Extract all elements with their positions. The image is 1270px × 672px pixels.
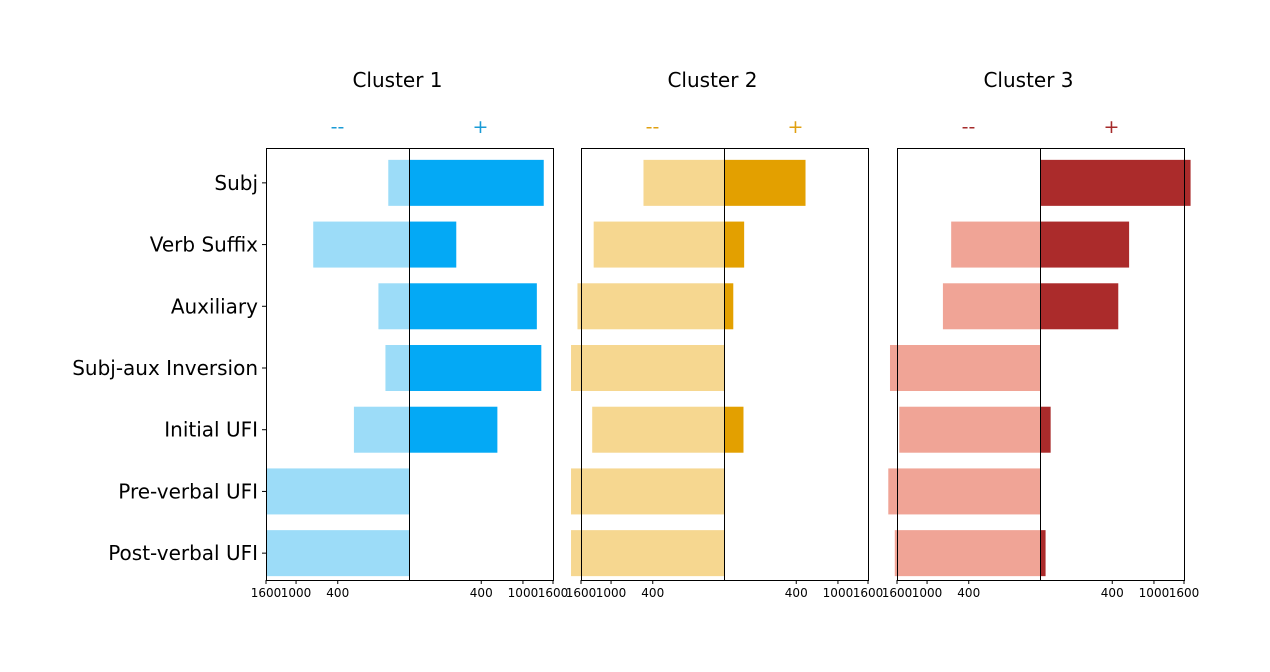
x-tick-label: 1000 [281,586,312,600]
bar-negative [571,468,725,515]
negative-label: -- [646,116,660,138]
bar-negative [643,159,725,206]
x-tick-label: 1000 [823,586,854,600]
x-tick-label: 1600 [251,586,282,600]
x-tick-label: 1000 [596,586,627,600]
x-tick-label: 1000 [912,586,943,600]
category-label: Verb Suffix [150,233,258,257]
x-tick-label: 400 [1101,586,1124,600]
x-tick-label: 400 [785,586,808,600]
bar-positive [409,159,544,206]
panel-title: Cluster 1 [352,68,442,92]
category-label: Pre-verbal UFI [118,479,258,503]
bar-positive [409,221,457,268]
x-tick-label: 1600 [538,586,569,600]
negative-label: -- [331,116,345,138]
axes-frame [266,148,554,581]
bar-negative [888,468,1041,515]
axes-frame [581,148,869,581]
x-tick-label: 400 [641,586,664,600]
bar-positive [1040,159,1191,206]
x-tick-label: 1000 [1139,586,1170,600]
panel-1: Cluster 1-- +1600 1000 400 400 1000 1600SubjVe… [72,68,568,600]
bar-negative [899,406,1041,453]
bar-positive [409,345,542,391]
bar-negative [889,345,1041,391]
bar-positive [724,159,806,206]
bar-negative [266,530,410,577]
bar-positive [1040,530,1046,577]
positive-label: + [473,116,489,138]
bar-negative [942,283,1041,330]
category-label: Initial UFI [164,418,258,442]
x-tick-label: 1000 [508,586,539,600]
bar-negative [571,530,725,577]
positive-label: + [788,116,804,138]
x-tick-label: 400 [470,586,493,600]
bar-negative [353,406,410,453]
axes-frame [897,148,1185,581]
bar-negative [577,283,725,330]
bar-positive [1040,221,1130,268]
bar-negative [266,468,410,515]
category-label: Subj-aux Inversion [72,356,258,380]
positive-label: + [1104,116,1120,138]
negative-label: -- [962,116,976,138]
category-label: Subj [214,171,258,195]
panel-title: Cluster 3 [983,68,1073,92]
x-tick-label: 400 [326,586,349,600]
bar-negative [894,530,1041,577]
x-tick-label: 1600 [853,586,884,600]
panel-title: Cluster 2 [667,68,757,92]
x-tick-label: 400 [957,586,980,600]
category-label: Auxiliary [171,294,258,318]
bar-positive [409,283,537,330]
bar-positive [1040,406,1051,453]
bar-positive [409,406,498,453]
bar-positive [724,406,744,453]
bar-negative [313,221,410,268]
bar-negative [378,283,410,330]
bar-positive [724,283,734,330]
bar-negative [951,221,1041,268]
bar-negative [592,406,725,453]
category-label: Post-verbal UFI [108,541,258,565]
bar-negative [571,345,725,391]
panel-3: Cluster 3-- +1600 1000 400 400 1000 1600 [882,68,1200,600]
bar-positive [724,221,745,268]
x-tick-label: 1600 [566,586,597,600]
x-tick-label: 1600 [1169,586,1200,600]
bar-positive [1040,283,1119,330]
bar-negative [385,345,410,391]
panel-2: Cluster 2-- +1600 1000 400 400 1000 1600 [566,68,884,600]
x-tick-label: 1600 [882,586,913,600]
bar-negative [388,159,410,206]
bar-negative [593,221,725,268]
